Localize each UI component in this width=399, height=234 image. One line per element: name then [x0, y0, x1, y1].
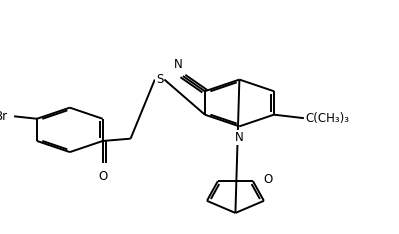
Text: C(CH₃)₃: C(CH₃)₃: [306, 112, 350, 125]
Text: N: N: [174, 58, 182, 71]
Text: O: O: [98, 170, 107, 183]
Text: N: N: [235, 131, 244, 144]
Text: S: S: [156, 73, 163, 86]
Text: Br: Br: [0, 110, 8, 123]
Text: O: O: [263, 173, 272, 186]
